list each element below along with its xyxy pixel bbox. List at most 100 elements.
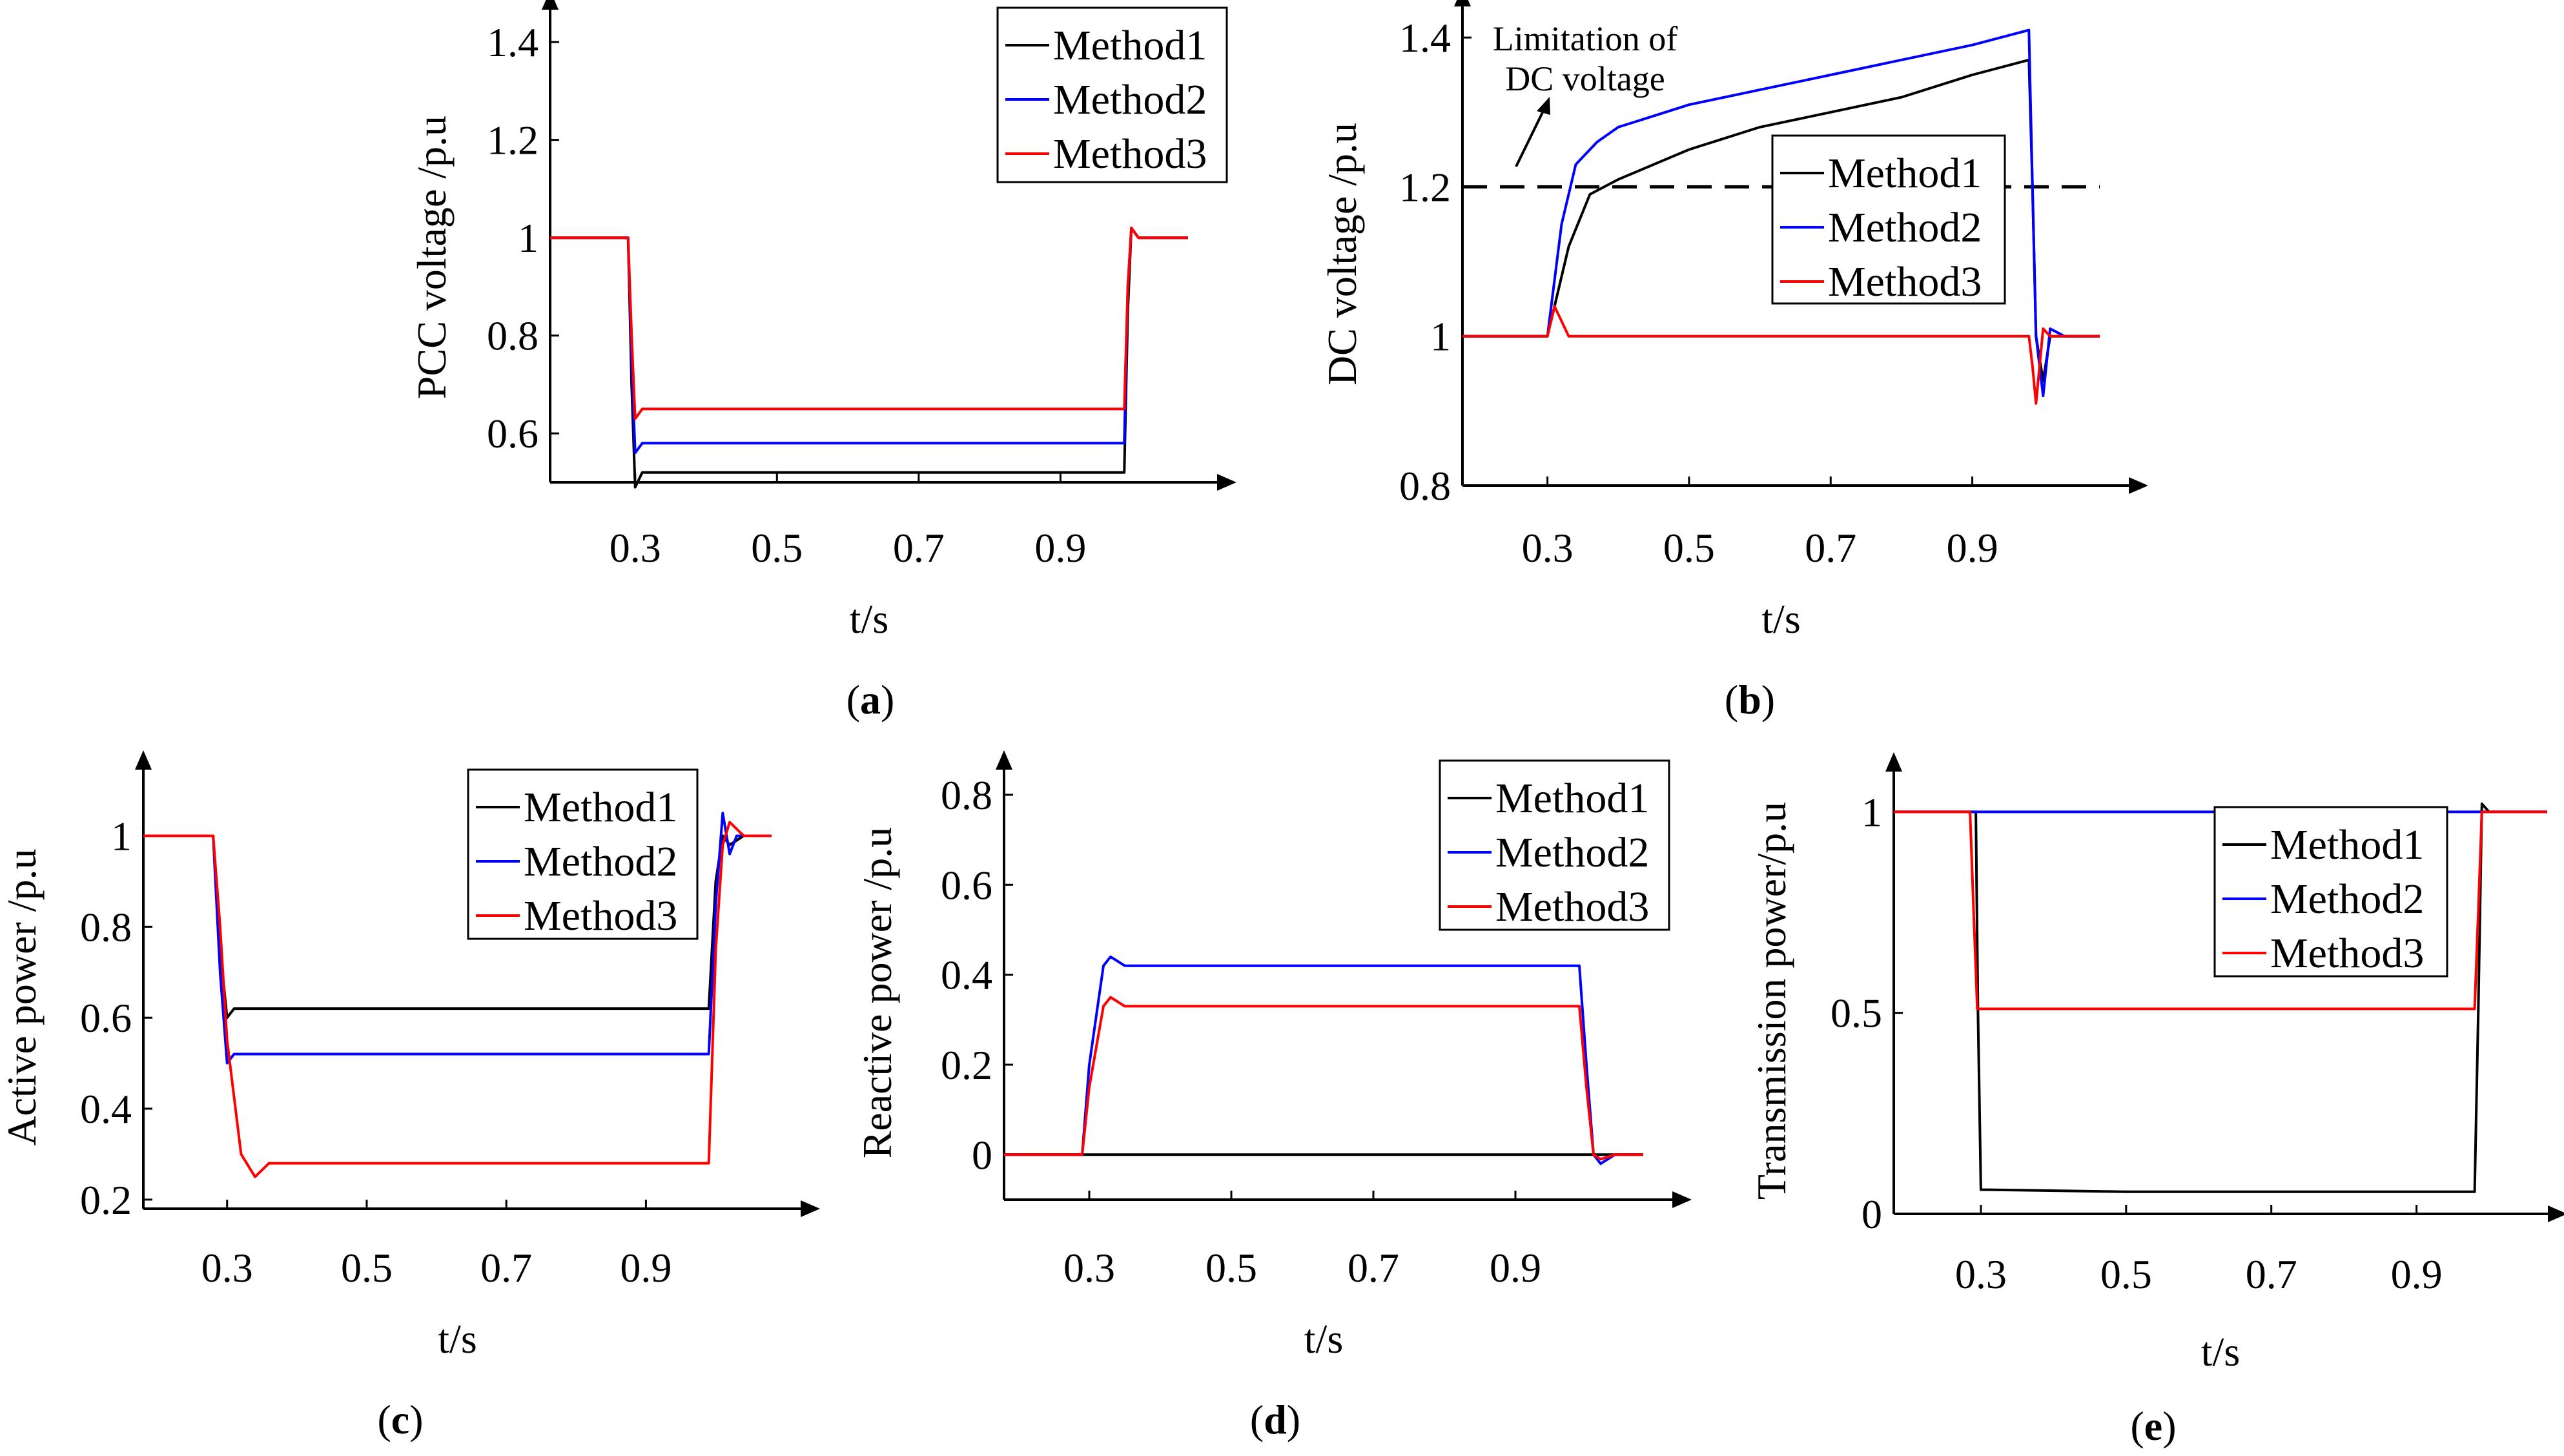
series-line-method2 bbox=[1004, 955, 1643, 1165]
legend-label: Method1 bbox=[1828, 150, 1982, 197]
y-axis-arrow bbox=[1454, 0, 1471, 6]
legend-label: Method3 bbox=[1828, 258, 1982, 305]
y-axis-arrow bbox=[1885, 752, 1902, 772]
panel-b-dc-voltage: 0.3 0.5 0.7 0.9 0.8 1 1.2 1.4 t/s DC voltage /p.u… bbox=[1319, 0, 2148, 723]
panel-letter: e bbox=[2144, 1403, 2162, 1449]
legend-label: Method2 bbox=[1828, 204, 1982, 251]
legend-label: Method2 bbox=[1495, 829, 1649, 876]
x-tick-label: 0.7 bbox=[1805, 525, 1856, 571]
x-tick-label: 0.9 bbox=[1947, 525, 1998, 571]
x-tick-label: 0.5 bbox=[1205, 1245, 1257, 1291]
annotation-text: Limitation of bbox=[1493, 19, 1677, 58]
annotation-arrow-head bbox=[1537, 97, 1550, 115]
panel-label: (b) bbox=[1725, 677, 1775, 723]
panel-a-pcc-voltage: 0.3 0.5 0.7 0.9 0.6 0.8 1 1.2 1.4 t/s PCC voltage … bbox=[409, 0, 1236, 723]
y-axis-label: PCC voltage /p.u bbox=[409, 116, 455, 399]
y-tick-label: 0.8 bbox=[80, 904, 132, 950]
y-axis-arrow bbox=[542, 0, 559, 10]
legend-box bbox=[1439, 759, 1670, 931]
y-tick-label: 0.4 bbox=[80, 1086, 132, 1132]
x-tick-label: 0.7 bbox=[2246, 1251, 2297, 1297]
series-line-method2 bbox=[1462, 28, 2100, 398]
legend-label: Method3 bbox=[2270, 930, 2424, 977]
series-line-method2 bbox=[143, 812, 772, 1065]
legend-label: Method3 bbox=[524, 892, 677, 939]
x-tick-label: 0.9 bbox=[2391, 1251, 2443, 1297]
x-axis-label: t/s bbox=[850, 596, 888, 642]
x-axis-label: t/s bbox=[2201, 1329, 2240, 1375]
legend: Method1 Method2 Method3 bbox=[1439, 759, 1670, 931]
x-tick-label: 0.3 bbox=[201, 1245, 253, 1291]
legend-label: Method1 bbox=[524, 784, 677, 831]
x-tick-label: 0.5 bbox=[2100, 1251, 2152, 1297]
legend-box bbox=[467, 768, 699, 940]
legend-box bbox=[2213, 806, 2448, 978]
y-tick-label: 1 bbox=[1861, 789, 1882, 835]
series-line-method3 bbox=[1004, 996, 1643, 1161]
legend-label: Method1 bbox=[1495, 775, 1649, 822]
panel-letter: a bbox=[860, 677, 881, 723]
y-tick-label: 0.4 bbox=[941, 952, 992, 998]
y-tick-label: 0.5 bbox=[1831, 990, 1882, 1036]
y-axis-label: DC voltage /p.u bbox=[1319, 123, 1365, 385]
x-tick-label: 0.5 bbox=[1663, 525, 1715, 571]
x-tick-label: 0.5 bbox=[341, 1245, 393, 1291]
x-tick-label: 0.3 bbox=[610, 525, 661, 571]
x-axis-arrow bbox=[2548, 1205, 2564, 1222]
panel-c-active-power: 0.3 0.5 0.7 0.9 0.2 0.4 0.6 0.8 1 t/s Active power… bbox=[0, 750, 820, 1442]
legend-label: Method2 bbox=[1053, 76, 1207, 123]
series-line-method1 bbox=[1894, 802, 2547, 1193]
x-tick-label: 0.3 bbox=[1955, 1251, 2007, 1297]
y-axis-label: Reactive power /p.u bbox=[854, 827, 900, 1159]
y-tick-label: 1 bbox=[111, 813, 132, 859]
y-tick-label: 1.2 bbox=[1399, 164, 1451, 210]
x-tick-label: 0.7 bbox=[480, 1245, 532, 1291]
panel-label: (e) bbox=[2130, 1403, 2176, 1449]
legend-label: Method2 bbox=[2270, 876, 2424, 923]
annotation-arrow-line bbox=[1515, 108, 1546, 167]
series-line-method2 bbox=[550, 227, 1188, 455]
series-line-method3 bbox=[1462, 305, 2100, 405]
x-tick-label: 0.3 bbox=[1522, 525, 1574, 571]
legend: Method1 Method2 Method3 bbox=[467, 768, 699, 940]
y-tick-label: 1.2 bbox=[487, 118, 538, 163]
y-axis-label: Transmission power/p.u bbox=[1749, 802, 1794, 1200]
y-tick-label: 0.8 bbox=[941, 772, 992, 818]
x-axis-label: t/s bbox=[438, 1316, 477, 1362]
y-tick-label: 0.6 bbox=[80, 995, 132, 1041]
legend-label: Method2 bbox=[524, 838, 677, 885]
series-line-method3 bbox=[143, 821, 772, 1178]
y-tick-label: 0.8 bbox=[487, 313, 538, 359]
legend-label: Method1 bbox=[1053, 22, 1207, 69]
y-tick-label: 1.4 bbox=[1399, 15, 1451, 61]
panel-letter: c bbox=[391, 1397, 409, 1442]
legend-box bbox=[1771, 134, 2006, 305]
x-tick-label: 0.7 bbox=[893, 525, 945, 571]
x-axis-label: t/s bbox=[1304, 1316, 1343, 1362]
y-tick-label: 1.4 bbox=[487, 19, 538, 65]
x-tick-label: 0.3 bbox=[1063, 1245, 1115, 1291]
x-tick-label: 0.9 bbox=[1034, 525, 1086, 571]
panel-letter: b bbox=[1738, 677, 1761, 723]
x-tick-label: 0.5 bbox=[751, 525, 803, 571]
y-axis-label: Active power /p.u bbox=[0, 848, 45, 1145]
legend-label: Method1 bbox=[2270, 821, 2424, 868]
legend: Method1 Method2 Method3 bbox=[1771, 134, 2006, 305]
x-axis-arrow bbox=[1217, 474, 1236, 491]
panel-label: (c) bbox=[377, 1397, 423, 1442]
panel-d-reactive-power: 0.3 0.5 0.7 0.9 0 0.2 0.4 0.6 0.8 t/s Reactive pow… bbox=[854, 750, 1692, 1442]
legend: Method1 Method2 Method3 bbox=[996, 6, 1228, 183]
panel-label: (d) bbox=[1250, 1397, 1300, 1442]
panel-e-transmission-power: 0.3 0.5 0.7 0.9 0 0.5 1 t/s Transmission power/p… bbox=[1749, 752, 2564, 1449]
x-tick-label: 0.9 bbox=[1490, 1245, 1541, 1291]
y-axis-arrow bbox=[135, 750, 152, 770]
annotation-text: DC voltage bbox=[1505, 59, 1665, 98]
y-tick-label: 0.6 bbox=[487, 411, 538, 456]
y-tick-label: 0.2 bbox=[941, 1042, 992, 1088]
x-axis-arrow bbox=[1672, 1191, 1692, 1208]
x-tick-label: 0.9 bbox=[620, 1245, 672, 1291]
y-tick-label: 0 bbox=[972, 1132, 992, 1178]
y-tick-label: 1 bbox=[518, 215, 538, 261]
x-axis-arrow bbox=[801, 1200, 820, 1217]
